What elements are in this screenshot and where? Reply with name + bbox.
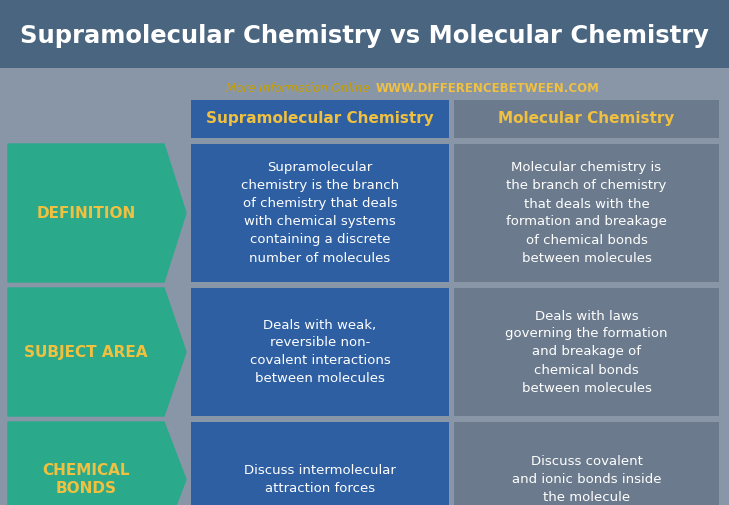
Text: Supramolecular
chemistry is the branch
of chemistry that deals
with chemical sys: Supramolecular chemistry is the branch o… <box>241 162 399 265</box>
Text: Molecular chemistry is
the branch of chemistry
that deals with the
formation and: Molecular chemistry is the branch of che… <box>506 162 667 265</box>
Text: CHEMICAL
BONDS: CHEMICAL BONDS <box>42 463 130 496</box>
FancyBboxPatch shape <box>454 422 719 505</box>
FancyBboxPatch shape <box>454 100 719 138</box>
Polygon shape <box>8 144 186 282</box>
Text: Discuss covalent
and ionic bonds inside
the molecule: Discuss covalent and ionic bonds inside … <box>512 455 661 504</box>
Text: Deals with weak,
reversible non-
covalent interactions
between molecules: Deals with weak, reversible non- covalen… <box>249 319 390 385</box>
FancyBboxPatch shape <box>454 288 719 416</box>
FancyBboxPatch shape <box>0 0 729 68</box>
Text: Molecular Chemistry: Molecular Chemistry <box>499 112 674 126</box>
Polygon shape <box>8 288 186 416</box>
Text: Supramolecular Chemistry: Supramolecular Chemistry <box>206 112 434 126</box>
FancyBboxPatch shape <box>191 144 449 282</box>
Text: Supramolecular Chemistry vs Molecular Chemistry: Supramolecular Chemistry vs Molecular Ch… <box>20 24 709 48</box>
Text: SUBJECT AREA: SUBJECT AREA <box>24 344 148 360</box>
Text: Discuss intermolecular
attraction forces: Discuss intermolecular attraction forces <box>244 464 396 495</box>
Text: WWW.DIFFERENCEBETWEEN.COM: WWW.DIFFERENCEBETWEEN.COM <box>376 81 600 94</box>
FancyBboxPatch shape <box>191 100 449 138</box>
Text: More Information Online: More Information Online <box>227 81 370 94</box>
FancyBboxPatch shape <box>191 288 449 416</box>
Polygon shape <box>8 422 186 505</box>
FancyBboxPatch shape <box>454 144 719 282</box>
FancyBboxPatch shape <box>191 422 449 505</box>
Text: Deals with laws
governing the formation
and breakage of
chemical bonds
between m: Deals with laws governing the formation … <box>505 310 668 394</box>
Text: DEFINITION: DEFINITION <box>36 206 136 221</box>
